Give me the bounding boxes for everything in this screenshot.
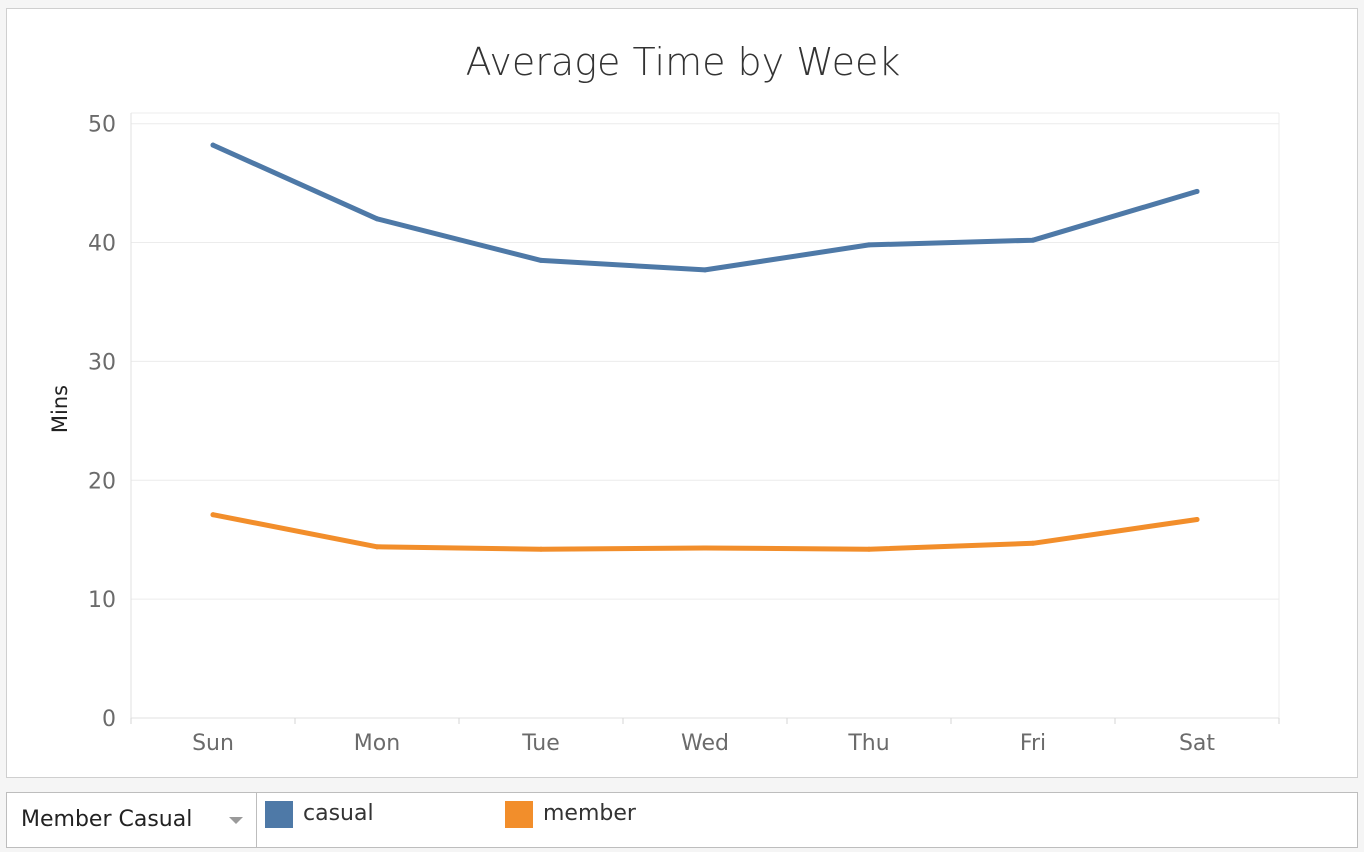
axes: 0 10 20 30 40 50 Sun Mon Tue Wed Thu Fri Sat (88, 113, 1280, 756)
data-point-member[interactable] (1030, 540, 1036, 546)
chevron-down-icon[interactable] (229, 817, 243, 824)
gridlines (131, 112, 1280, 718)
chart-panel: Average Time by Week 0 10 20 30 40 50 Sun Mon Tu… (6, 8, 1358, 778)
legend-label-casual: casual (303, 801, 374, 826)
x-tick-label: Sun (192, 731, 234, 756)
data-point-casual[interactable] (702, 267, 708, 273)
y-tick-label: 10 (88, 588, 116, 613)
data-point-member[interactable] (1194, 517, 1200, 523)
series-line-member[interactable] (210, 512, 1200, 552)
x-tick-label: Fri (1020, 731, 1046, 756)
data-point-casual[interactable] (1194, 188, 1200, 194)
y-axis-title: Mins (48, 385, 72, 433)
x-tick-label: Mon (354, 731, 400, 756)
data-point-casual[interactable] (538, 257, 544, 263)
legend-field-label: Member Casual (21, 807, 193, 832)
legend-field-dropdown[interactable]: Member Casual (7, 793, 257, 847)
data-point-casual[interactable] (210, 142, 216, 148)
x-tick-label: Tue (521, 731, 560, 756)
legend-swatch-casual (265, 801, 293, 828)
data-point-casual[interactable] (866, 242, 872, 248)
y-tick-label: 20 (88, 469, 116, 494)
y-tick-label: 30 (88, 350, 116, 375)
data-point-casual[interactable] (374, 216, 380, 222)
data-point-member[interactable] (702, 545, 708, 551)
line-chart: Average Time by Week 0 10 20 30 40 50 Sun Mon Tu… (48, 40, 1280, 756)
legend-panel: Member Casual casual member (6, 792, 1358, 848)
x-tick-label: Thu (847, 731, 889, 756)
data-point-member[interactable] (538, 546, 544, 552)
y-tick-label: 0 (102, 707, 116, 732)
data-point-member[interactable] (374, 544, 380, 550)
y-tick-label: 40 (88, 232, 116, 257)
x-tick-label: Sat (1179, 731, 1215, 756)
series-lines (210, 142, 1200, 552)
chart-title: Average Time by Week (466, 40, 901, 84)
legend-label-member: member (543, 801, 636, 826)
series-line-casual[interactable] (210, 142, 1200, 273)
data-point-member[interactable] (210, 512, 216, 518)
x-tick-label: Wed (681, 731, 729, 756)
data-point-casual[interactable] (1030, 237, 1036, 243)
y-tick-label: 50 (88, 113, 116, 138)
data-point-member[interactable] (866, 546, 872, 552)
legend-swatch-member (505, 801, 533, 828)
